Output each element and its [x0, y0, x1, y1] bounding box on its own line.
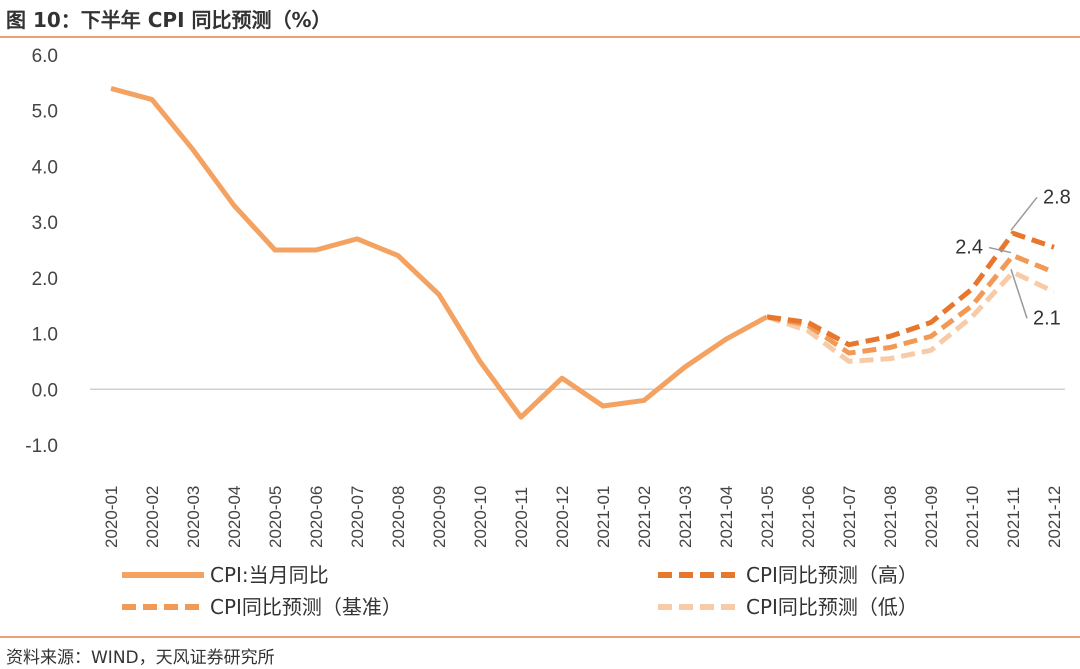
x-tick-label: 2020-02	[143, 486, 162, 548]
legend-label: CPI同比预测（低）	[746, 595, 918, 619]
y-tick-label: 6.0	[32, 46, 58, 67]
x-tick-label: 2021-07	[840, 486, 859, 548]
series-group	[110, 86, 1056, 420]
x-tick-label: 2020-08	[389, 486, 408, 548]
x-tick-label: 2020-07	[348, 486, 367, 548]
y-axis-ticks: 6.0 5.0 4.0 3.0 2.0 1.0 0.0 -1.0	[25, 46, 58, 457]
x-tick-label: 2020-11	[512, 487, 531, 548]
series-line	[766, 253, 1055, 356]
x-tick-label: 2020-04	[225, 486, 244, 548]
cpi-line-chart: 6.0 5.0 4.0 3.0 2.0 1.0 0.0 -1.0 2020-01 2020-02…	[25, 46, 1071, 619]
series-line	[766, 230, 1055, 348]
series-line	[110, 86, 769, 420]
x-tick-label: 2020-06	[307, 486, 326, 548]
legend-label: CPI同比预测（基准）	[210, 595, 402, 619]
y-tick-label: -1.0	[25, 436, 58, 457]
legend: CPI:当月同比 CPI同比预测（高） CPI同比预测（基准） CPI同比预测（低）	[122, 563, 918, 619]
x-tick-label: 2020-10	[471, 486, 490, 548]
x-tick-label: 2021-02	[635, 486, 654, 548]
y-tick-label: 4.0	[32, 157, 58, 178]
x-tick-label: 2021-05	[758, 486, 777, 548]
x-tick-label: 2021-10	[963, 486, 982, 548]
data-label: 2.8	[1043, 186, 1071, 208]
x-axis-ticks: 2020-01 2020-02 2020-03 2020-04 2020-05 2020-…	[102, 486, 1064, 548]
x-tick-label: 2021-04	[717, 486, 736, 548]
x-tick-label: 2021-06	[799, 486, 818, 548]
x-tick-label: 2021-12	[1045, 486, 1064, 548]
legend-label: CPI同比预测（高）	[746, 563, 918, 587]
y-tick-label: 5.0	[32, 102, 58, 123]
data-label: 2.1	[1033, 307, 1061, 329]
annotation-leader	[988, 246, 1012, 254]
x-tick-label: 2021-09	[922, 486, 941, 548]
figure-title: 图 10：下半年 CPI 同比预测（%）	[6, 8, 332, 32]
y-tick-label: 2.0	[32, 269, 58, 290]
y-tick-label: 3.0	[32, 213, 58, 234]
x-tick-label: 2021-01	[594, 486, 613, 548]
series-line	[766, 269, 1056, 364]
x-tick-label: 2020-03	[184, 486, 203, 548]
annotation-leader	[1010, 269, 1028, 319]
annotation-leader	[1010, 196, 1038, 231]
y-tick-label: 0.0	[32, 380, 58, 401]
x-tick-label: 2021-11	[1004, 487, 1023, 548]
x-tick-label: 2020-12	[553, 486, 572, 548]
annotation-group: 2.8 2.4 2.1	[955, 186, 1071, 329]
source-divider	[0, 636, 1080, 638]
data-label: 2.4	[955, 237, 983, 259]
y-tick-label: 1.0	[32, 325, 58, 346]
legend-label: CPI:当月同比	[210, 563, 329, 587]
x-tick-label: 2021-03	[676, 486, 695, 548]
x-tick-label: 2020-01	[102, 486, 121, 548]
x-tick-label: 2020-05	[266, 486, 285, 548]
source-note: 资料来源：WIND，天风证券研究所	[6, 648, 275, 668]
x-tick-label: 2020-09	[430, 486, 449, 548]
title-divider	[0, 36, 1080, 38]
x-tick-label: 2021-08	[881, 486, 900, 548]
